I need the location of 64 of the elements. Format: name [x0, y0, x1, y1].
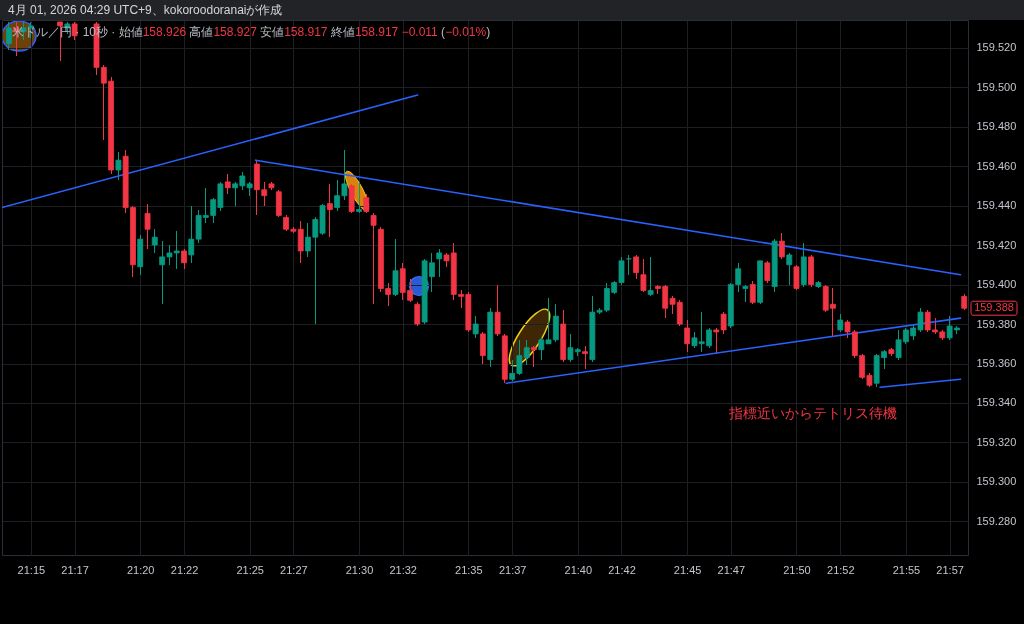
candlestick: [778, 232, 785, 260]
candlestick: [57, 21, 63, 62]
x-tick-label: 21:30: [345, 563, 374, 576]
candlestick: [414, 301, 421, 327]
candlestick: [363, 193, 370, 214]
x-tick-label: 21:57: [936, 563, 964, 576]
y-tick-label: 159.440: [976, 199, 1017, 212]
candlestick: [764, 260, 771, 284]
y-tick-label: 159.420: [976, 238, 1017, 251]
candlestick: [684, 319, 691, 353]
candlestick: [436, 248, 443, 278]
candlestick: [115, 151, 122, 181]
candlestick: [480, 331, 486, 365]
x-tick-label: 21:35: [455, 563, 483, 576]
candlestick: [144, 203, 151, 250]
x-tick-label: 21:42: [608, 563, 636, 576]
x-tick-label: 21:27: [280, 563, 308, 576]
x-tick-label: 21:52: [827, 563, 855, 576]
y-tick-label: 159.520: [976, 41, 1017, 54]
x-tick-label: 21:32: [389, 563, 417, 576]
y-tick-label: 159.300: [976, 475, 1017, 488]
candlestick: [181, 248, 187, 270]
candlestick: [370, 212, 377, 305]
x-tick-label: 21:17: [61, 563, 89, 576]
x-tick-label: 21:22: [170, 563, 199, 576]
candlestick: [749, 280, 756, 305]
candlestick: [472, 315, 479, 339]
y-tick-label: 159.480: [976, 120, 1017, 133]
x-tick-label: 21:45: [673, 563, 702, 576]
y-tick-label: 159.500: [976, 80, 1017, 93]
candlestick: [356, 181, 362, 214]
candlestick: [531, 345, 537, 368]
chart-title: 4月 01, 2026 04:29 UTC+9、kokoroodoranaiが作成: [8, 3, 283, 17]
y-tick-label: 159.340: [976, 396, 1017, 409]
candlestick: [326, 183, 333, 238]
y-tick-label: 159.400: [976, 278, 1017, 291]
x-tick-label: 21:40: [564, 563, 593, 576]
candlestick: [786, 252, 793, 286]
y-tick-label: 159.360: [976, 357, 1017, 370]
x-tick-label: 21:55: [892, 563, 921, 576]
y-tick-label: 159.320: [976, 435, 1017, 448]
x-tick-label: 21:15: [17, 563, 46, 576]
annotation: 指標近いからテトリス待機: [728, 404, 898, 421]
candlestick: [625, 254, 632, 276]
x-tick-label: 21:25: [236, 563, 264, 576]
candlestick: [151, 228, 158, 254]
candlestick: [633, 254, 639, 280]
candlestick: [647, 256, 654, 297]
candlestick: [392, 238, 399, 297]
candlestick: [494, 284, 501, 337]
candlestick: [224, 173, 231, 195]
x-tick-label: 21:37: [498, 563, 527, 576]
y-tick-label: 159.380: [976, 317, 1017, 330]
x-tick-label: 21:20: [126, 563, 155, 576]
candlestick: [640, 258, 647, 293]
y-tick-label: 159.460: [976, 159, 1017, 172]
candlestick: [275, 189, 282, 218]
candlestick: [6, 21, 12, 51]
y-tick-label: 159.280: [976, 514, 1017, 527]
candlestick: [582, 345, 588, 370]
candlestick: [793, 264, 800, 291]
text: 159.388: [974, 301, 1014, 314]
x-tick-label: 21:47: [717, 563, 746, 576]
x-tick-label: 21:50: [783, 563, 811, 576]
